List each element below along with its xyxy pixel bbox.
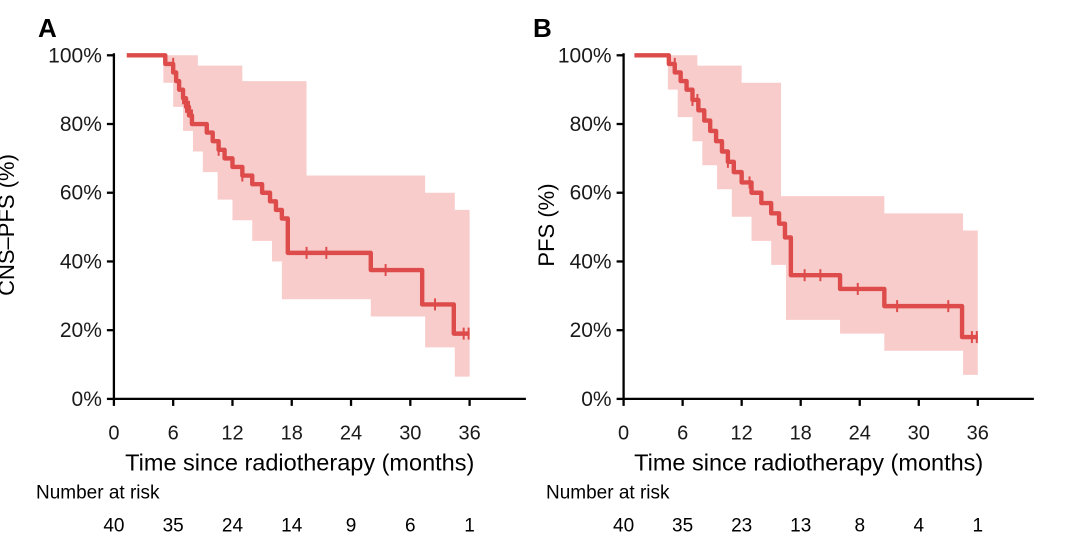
svg-text:20%: 20%: [570, 319, 612, 342]
svg-text:Time since radiotherapy (month: Time since radiotherapy (months): [634, 450, 983, 476]
svg-text:0%: 0%: [72, 388, 102, 411]
svg-text:13: 13: [790, 516, 811, 537]
svg-text:B: B: [533, 13, 552, 43]
svg-text:12: 12: [221, 423, 243, 445]
svg-text:8: 8: [854, 516, 865, 537]
svg-text:18: 18: [790, 423, 812, 445]
svg-text:100%: 100%: [558, 44, 612, 67]
svg-text:Number at risk: Number at risk: [36, 482, 160, 503]
svg-text:24: 24: [340, 423, 362, 445]
svg-text:30: 30: [399, 423, 421, 445]
svg-text:Number at risk: Number at risk: [546, 482, 670, 503]
svg-text:12: 12: [731, 423, 753, 445]
svg-text:60%: 60%: [570, 182, 612, 205]
svg-text:23: 23: [731, 516, 752, 537]
svg-text:CNS–PFS (%): CNS–PFS (%): [0, 154, 19, 296]
svg-text:0%: 0%: [581, 388, 611, 411]
svg-text:0: 0: [108, 423, 119, 445]
svg-text:30: 30: [908, 423, 930, 445]
svg-text:40: 40: [103, 516, 124, 537]
svg-text:6: 6: [405, 516, 416, 537]
svg-text:1: 1: [973, 516, 984, 537]
svg-text:6: 6: [168, 423, 179, 445]
svg-text:60%: 60%: [60, 182, 102, 205]
svg-text:6: 6: [677, 423, 688, 445]
svg-text:36: 36: [967, 423, 989, 445]
svg-text:36: 36: [458, 423, 480, 445]
svg-text:40: 40: [613, 516, 634, 537]
svg-text:24: 24: [222, 516, 244, 537]
svg-text:14: 14: [281, 516, 303, 537]
svg-text:80%: 80%: [60, 113, 102, 136]
svg-text:40%: 40%: [60, 250, 102, 273]
svg-text:24: 24: [849, 423, 871, 445]
svg-text:PFS (%): PFS (%): [534, 183, 559, 266]
svg-text:9: 9: [346, 516, 357, 537]
svg-text:18: 18: [281, 423, 303, 445]
svg-text:A: A: [38, 13, 57, 43]
svg-text:40%: 40%: [570, 250, 612, 273]
svg-text:4: 4: [913, 516, 924, 537]
svg-text:35: 35: [672, 516, 693, 537]
svg-text:Time since radiotherapy (month: Time since radiotherapy (months): [125, 450, 474, 476]
svg-text:80%: 80%: [570, 113, 612, 136]
svg-text:20%: 20%: [60, 319, 102, 342]
svg-text:35: 35: [163, 516, 184, 537]
svg-text:0: 0: [618, 423, 629, 445]
svg-text:1: 1: [464, 516, 475, 537]
svg-text:100%: 100%: [48, 44, 102, 67]
